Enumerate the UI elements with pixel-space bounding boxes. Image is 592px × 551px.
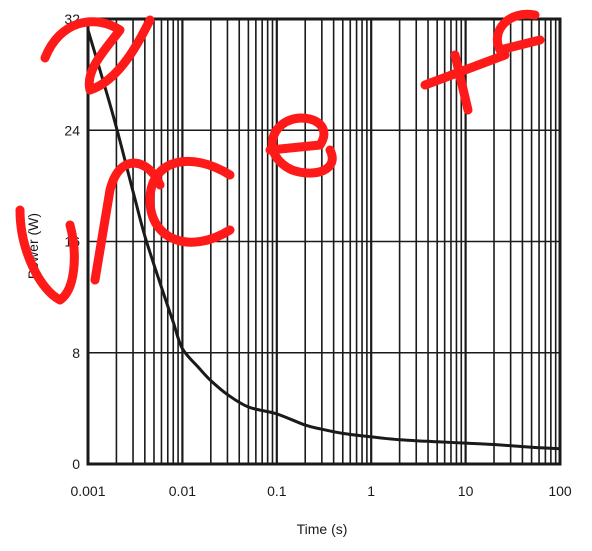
y-tick-label: 8 [72, 345, 80, 361]
x-axis-label: Time (s) [297, 521, 348, 537]
x-tick-label: 10 [458, 483, 474, 499]
grid-lines [88, 19, 560, 464]
plot-frame [86, 17, 562, 466]
watermark [15, 9, 545, 305]
y-tick-label: 24 [64, 122, 80, 138]
power-curve-line [86, 29, 561, 451]
x-tick-label: 100 [548, 483, 572, 499]
x-tick-label: 0.01 [169, 483, 196, 499]
x-tick-label: 1 [367, 483, 375, 499]
y-tick-label: 0 [72, 456, 80, 472]
x-tick-label: 0.001 [70, 483, 105, 499]
plot-area [86, 29, 561, 451]
x-tick-label: 0.1 [267, 483, 287, 499]
